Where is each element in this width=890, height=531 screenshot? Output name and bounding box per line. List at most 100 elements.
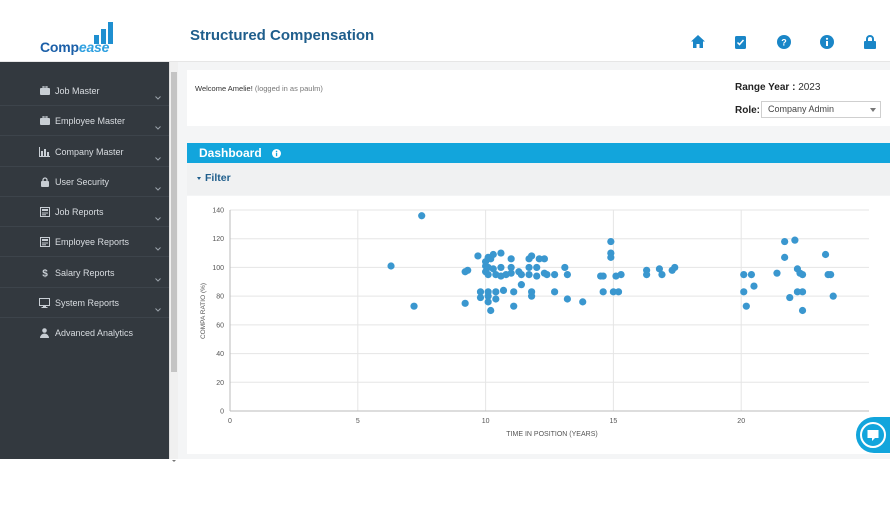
- scatter-point[interactable]: [484, 271, 492, 279]
- scatter-point[interactable]: [543, 271, 551, 279]
- scatter-point[interactable]: [579, 298, 587, 306]
- scatter-point[interactable]: [510, 288, 518, 296]
- scatter-point[interactable]: [740, 288, 748, 296]
- scatter-point[interactable]: [484, 298, 492, 306]
- scatter-point[interactable]: [614, 288, 623, 296]
- sidebar-item-salary-reports[interactable]: $ Salary Reports: [0, 258, 169, 288]
- scatter-point[interactable]: [510, 302, 518, 310]
- scatter-point[interactable]: [798, 306, 807, 315]
- scatter-point[interactable]: [484, 292, 492, 300]
- role-select[interactable]: Company Admin: [761, 101, 881, 118]
- scatter-point[interactable]: [517, 281, 525, 289]
- scatter-point[interactable]: [563, 271, 571, 279]
- scatter-point[interactable]: [387, 262, 395, 270]
- scatter-point[interactable]: [497, 263, 505, 272]
- scatter-point[interactable]: [476, 293, 485, 302]
- scatter-point[interactable]: [658, 271, 666, 279]
- filter-label: Filter: [205, 172, 231, 184]
- scatter-point[interactable]: [798, 271, 807, 279]
- scatter-point[interactable]: [528, 252, 536, 260]
- scatter-point[interactable]: [492, 295, 500, 303]
- scatter-point[interactable]: [793, 288, 802, 296]
- sidebar-item-label: System Reports: [55, 297, 120, 308]
- scatter-point[interactable]: [740, 271, 748, 279]
- scatter-point[interactable]: [786, 293, 794, 302]
- scatter-point[interactable]: [507, 263, 515, 272]
- chat-button[interactable]: [856, 417, 890, 453]
- scatter-point[interactable]: [410, 302, 418, 310]
- scatter-point[interactable]: [827, 271, 835, 279]
- sidebar-item-label: Employee Reports: [55, 236, 130, 247]
- scatter-point[interactable]: [617, 271, 625, 279]
- sidebar-item-user-security[interactable]: User Security: [0, 167, 169, 197]
- scatter-point[interactable]: [798, 288, 807, 296]
- chart-panel: 0 20 40 60 80 100 120 140 0 5 10 15 20 TIME IN POSIT…: [187, 196, 890, 454]
- top-icon-bar: ?: [690, 34, 877, 49]
- scatter-point[interactable]: [551, 271, 559, 279]
- info-icon[interactable]: [819, 34, 834, 49]
- scatter-point[interactable]: [655, 265, 664, 273]
- scatter-point[interactable]: [525, 263, 533, 272]
- help-icon[interactable]: ?: [776, 34, 791, 49]
- scroll-up-icon[interactable]: [171, 63, 177, 74]
- scatter-point[interactable]: [507, 255, 515, 263]
- scatter-point[interactable]: [821, 250, 830, 259]
- scatter-chart: 0 20 40 60 80 100 120 140 0 5 10 15 20 TIME IN POSIT…: [200, 208, 869, 438]
- filter-toggle[interactable]: Filter: [197, 172, 231, 184]
- scroll-thumb[interactable]: [171, 72, 177, 372]
- scatter-point[interactable]: [563, 295, 571, 303]
- scroll-down-icon[interactable]: [171, 451, 177, 462]
- scatter-point[interactable]: [607, 253, 615, 261]
- sidebar-item-job-master[interactable]: Job Master: [0, 76, 169, 106]
- info-icon[interactable]: [272, 149, 281, 158]
- scatter-point[interactable]: [747, 271, 756, 279]
- scatter-point[interactable]: [829, 292, 837, 300]
- scatter-point[interactable]: [551, 288, 559, 296]
- sidebar-item-company-master[interactable]: Company Master: [0, 137, 169, 167]
- lock-icon[interactable]: [862, 34, 877, 49]
- scatter-point[interactable]: [599, 288, 607, 296]
- scatter-point[interactable]: [671, 263, 679, 272]
- scatter-point[interactable]: [607, 237, 615, 246]
- sidebar-item-job-reports[interactable]: Job Reports: [0, 197, 169, 227]
- scatter-point[interactable]: [781, 237, 789, 246]
- scatter-point[interactable]: [609, 288, 617, 296]
- scatter-point[interactable]: [742, 302, 750, 310]
- home-icon[interactable]: [690, 34, 705, 49]
- sidebar-item-employee-reports[interactable]: Employee Reports: [0, 227, 169, 257]
- scatter-point[interactable]: [525, 271, 533, 279]
- scatter-point[interactable]: [474, 252, 482, 260]
- scatter-point[interactable]: [533, 272, 541, 280]
- sidebar-item-advanced-analytics[interactable]: Advanced Analytics: [0, 318, 169, 348]
- scatter-point[interactable]: [418, 212, 426, 220]
- sidebar-item-system-reports[interactable]: System Reports: [0, 288, 169, 318]
- clipboard-check-icon[interactable]: [733, 34, 748, 49]
- scatter-point[interactable]: [773, 269, 781, 277]
- scatter-point[interactable]: [533, 263, 541, 272]
- scatter-point[interactable]: [492, 288, 500, 296]
- scatter-point[interactable]: [781, 253, 789, 261]
- scatter-point[interactable]: [540, 255, 548, 263]
- sidebar-scrollbar[interactable]: [169, 62, 178, 462]
- scatter-point[interactable]: [528, 292, 536, 300]
- scatter-point[interactable]: [507, 269, 515, 277]
- scatter-point[interactable]: [489, 265, 497, 273]
- scatter-point[interactable]: [499, 286, 508, 294]
- chevron-down-icon: [155, 270, 161, 282]
- report-icon: [39, 206, 50, 217]
- scatter-point[interactable]: [461, 299, 469, 307]
- sidebar-item-employee-master[interactable]: Employee Master: [0, 106, 169, 136]
- scatter-point[interactable]: [791, 236, 799, 244]
- scatter-point[interactable]: [517, 271, 525, 279]
- scatter-point[interactable]: [487, 306, 495, 315]
- scatter-point[interactable]: [535, 255, 543, 263]
- scatter-point[interactable]: [489, 250, 497, 259]
- scatter-point[interactable]: [599, 272, 607, 280]
- compease-logo[interactable]: Compease: [40, 22, 115, 58]
- scatter-point[interactable]: [497, 249, 505, 257]
- scatter-point[interactable]: [750, 282, 758, 290]
- scatter-point[interactable]: [643, 271, 651, 279]
- scatter-point[interactable]: [476, 288, 485, 296]
- scatter-point[interactable]: [561, 263, 569, 272]
- scatter-point[interactable]: [464, 266, 472, 274]
